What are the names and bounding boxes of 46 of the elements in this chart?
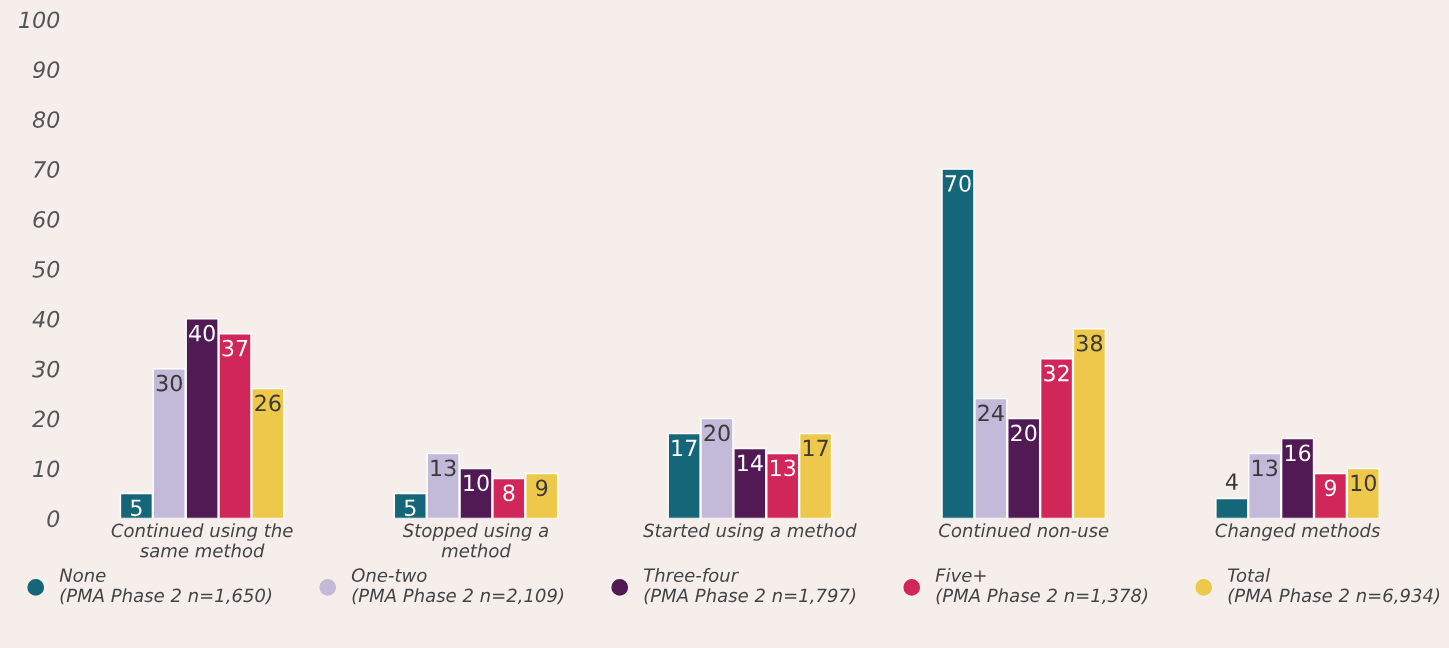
data-label: 24: [978, 404, 1004, 422]
data-label: 32: [1044, 364, 1069, 382]
data-label: 20: [704, 424, 730, 442]
y-tick-label: 60: [33, 210, 60, 228]
data-label: 26: [255, 394, 281, 412]
y-tick-label: 0: [47, 510, 60, 528]
data-label: 38: [1077, 334, 1103, 352]
data-label: 9: [1324, 479, 1336, 497]
y-tick-label: 80: [32, 111, 60, 128]
data-label: 13: [1253, 459, 1278, 477]
data-label: 5: [131, 499, 142, 517]
data-label: 10: [1351, 474, 1376, 492]
legend-label: Three-four (PMA Phase 2 n=1,797): [643, 568, 856, 605]
legend-label: Five+ (PMA Phase 2 n=1,378): [935, 568, 1148, 605]
data-label: 4: [1225, 473, 1238, 490]
data-label: 40: [189, 324, 215, 342]
y-tick-label: 50: [32, 260, 60, 278]
y-tick-label: 90: [33, 61, 60, 79]
data-label: 20: [1011, 424, 1037, 442]
data-label: 9: [536, 479, 548, 497]
x-tick-label: Started using a method: [643, 523, 857, 541]
data-label: 13: [431, 459, 456, 477]
y-tick-label: 100: [19, 11, 60, 29]
y-tick-label: 40: [32, 310, 60, 328]
x-tick-label: Continued non-use: [939, 523, 1109, 538]
y-tick-label: 10: [33, 460, 60, 478]
legend-label: None (PMA Phase 2 n=1,650): [59, 568, 272, 605]
legend-label: One-two (PMA Phase 2 n=2,109): [351, 568, 564, 605]
data-label: 13: [771, 459, 796, 477]
x-tick-label: Changed methods: [1215, 523, 1380, 541]
data-label: 10: [464, 474, 489, 492]
data-label: 30: [156, 374, 182, 392]
x-tick-label: Continued using the same method: [111, 523, 293, 558]
data-label: 5: [404, 499, 416, 517]
data-label: 37: [222, 339, 248, 357]
y-tick-label: 70: [34, 161, 60, 178]
legend-label: Total (PMA Phase 2 n=6,934): [1227, 568, 1440, 605]
data-label: 17: [672, 439, 697, 457]
data-label: 16: [1285, 444, 1311, 462]
data-label: 70: [945, 175, 971, 192]
data-label: 8: [503, 484, 515, 502]
y-tick-label: 30: [32, 360, 60, 378]
data-label: 17: [803, 439, 828, 457]
y-tick-label: 20: [32, 410, 60, 428]
data-label: 14: [738, 454, 763, 471]
x-tick-label: Stopped using a method: [402, 523, 548, 558]
